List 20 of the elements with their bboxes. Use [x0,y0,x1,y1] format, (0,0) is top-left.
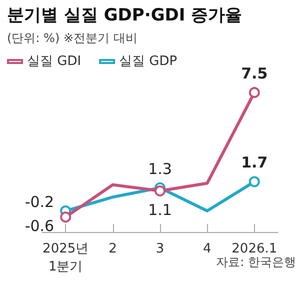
chart-subtitle: (단위: %) ※전분기 대비 [7,31,138,45]
x-tick-label: 2026.1 [232,242,278,256]
text: 자료: 한국은행 [216,255,296,269]
data-label: 1.1 [148,200,172,219]
point [248,176,260,188]
data-label: 7.5 [241,64,268,82]
x-tick-label: 2025년 1분기 [42,242,89,274]
x-tick-label: 4 [203,242,212,256]
chart-title: 분기별 실질 GDP·GDI 증가율 [7,6,242,26]
data-label: -0.6 [24,217,54,236]
legend-label: 실질 GDP [119,54,178,69]
point [248,86,260,98]
point [154,185,166,196]
data-label: 1.7 [241,154,268,172]
data-label: -0.2 [24,192,54,211]
x-tick-label: 3 [156,242,164,256]
data-label: 1.3 [148,160,172,178]
x-tick-label: 2 [108,242,117,256]
point [60,212,72,223]
legend-label: 실질 GDI [27,54,82,69]
